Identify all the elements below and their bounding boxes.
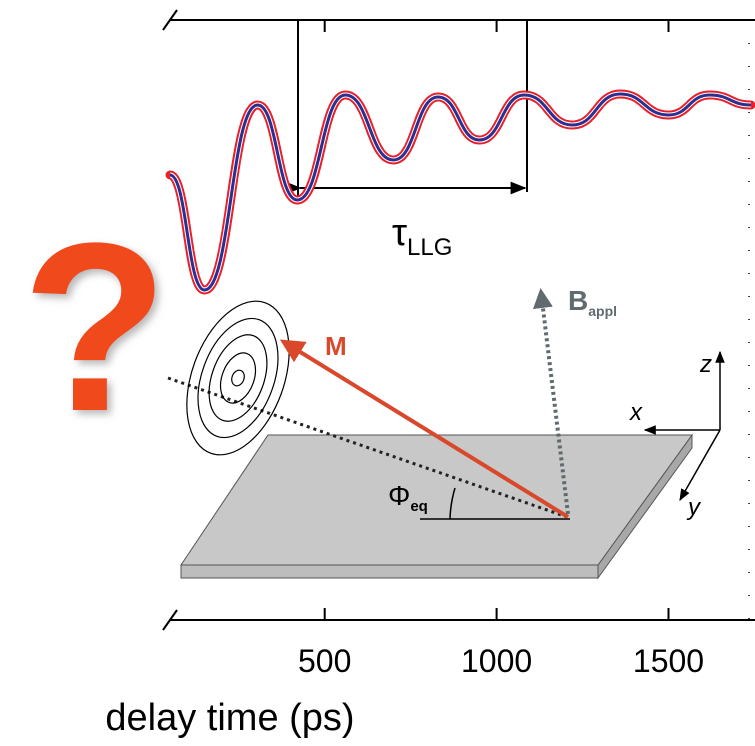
plate-side — [180, 564, 599, 579]
phi: Φ — [388, 480, 410, 511]
axis-break — [162, 609, 178, 631]
axes — [162, 9, 755, 631]
coord-axes — [643, 350, 725, 502]
phi-label: Φeq — [388, 480, 428, 515]
x-tick-label: 1000 — [461, 643, 532, 679]
equilibrium-line — [167, 376, 571, 520]
m-vector — [279, 339, 570, 519]
tau: τ — [392, 212, 407, 254]
fit-line — [169, 92, 752, 292]
axis-break — [162, 9, 178, 31]
x-axis-label: delay time (ps) — [105, 697, 354, 739]
phi-sub: eq — [410, 498, 428, 515]
b-sub: appl — [588, 303, 617, 319]
x-label: x — [629, 399, 643, 426]
y-label: y — [686, 494, 702, 521]
plate-top — [180, 434, 693, 566]
tau-label: τLLG — [392, 212, 452, 261]
question-mark: ? — [22, 193, 169, 461]
angle-arc — [449, 487, 456, 520]
b-label: Bappl — [568, 285, 617, 319]
b-vector — [533, 288, 570, 515]
z-label: z — [699, 351, 712, 378]
tau-sub: LLG — [407, 234, 452, 261]
x-tick-label: 500 — [298, 643, 351, 679]
x-tick-label: 1500 — [633, 643, 704, 679]
b: B — [568, 285, 588, 316]
m-label: M — [325, 331, 347, 361]
precession — [186, 300, 290, 456]
